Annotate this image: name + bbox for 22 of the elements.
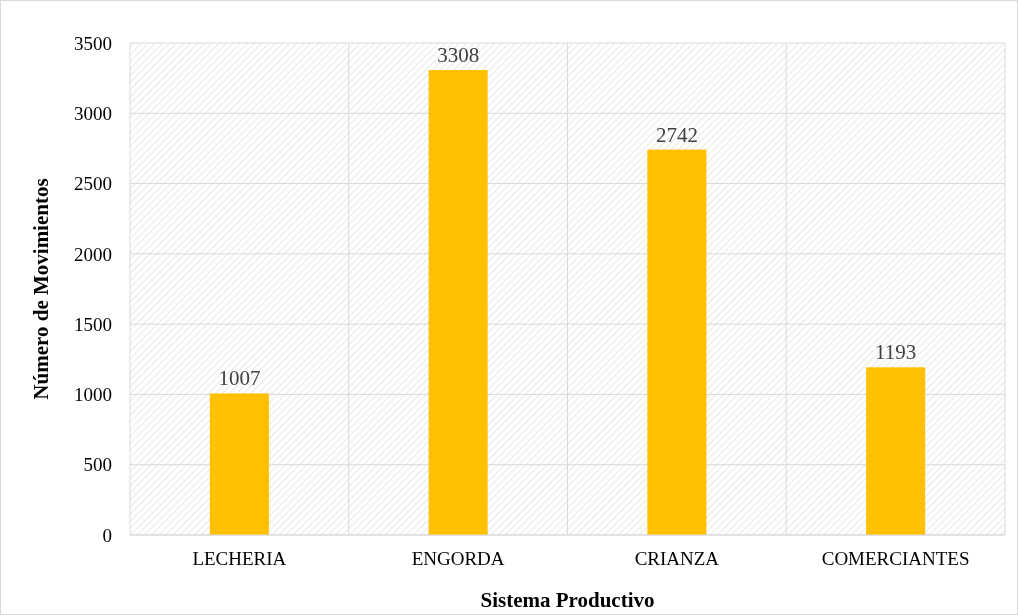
y-tick-label: 500 — [83, 454, 112, 476]
x-axis-title: Sistema Productivo — [480, 588, 655, 612]
y-tick-label: 3500 — [74, 32, 112, 54]
y-axis-title: Número de Movimientos — [29, 178, 53, 400]
x-tick-label: ENGORDA — [411, 548, 505, 569]
data-label: 1193 — [875, 340, 917, 365]
y-tick-label: 0 — [102, 524, 112, 546]
x-tick-label: COMERCIANTES — [821, 548, 970, 569]
y-tick-label: 2000 — [74, 243, 112, 265]
data-label: 3308 — [437, 42, 480, 67]
x-tick-label: LECHERIA — [192, 548, 287, 569]
y-tick-label: 2500 — [74, 173, 112, 195]
y-tick-label: 1000 — [74, 384, 112, 406]
y-tick-label: 1500 — [74, 313, 112, 335]
x-tick-label: CRIANZA — [634, 548, 720, 569]
bar — [209, 393, 269, 535]
data-label: 1007 — [218, 366, 261, 391]
bar — [866, 367, 926, 535]
bar — [647, 149, 707, 535]
bar — [428, 69, 488, 535]
data-label: 2742 — [655, 122, 698, 147]
y-tick-label: 3000 — [74, 102, 112, 124]
